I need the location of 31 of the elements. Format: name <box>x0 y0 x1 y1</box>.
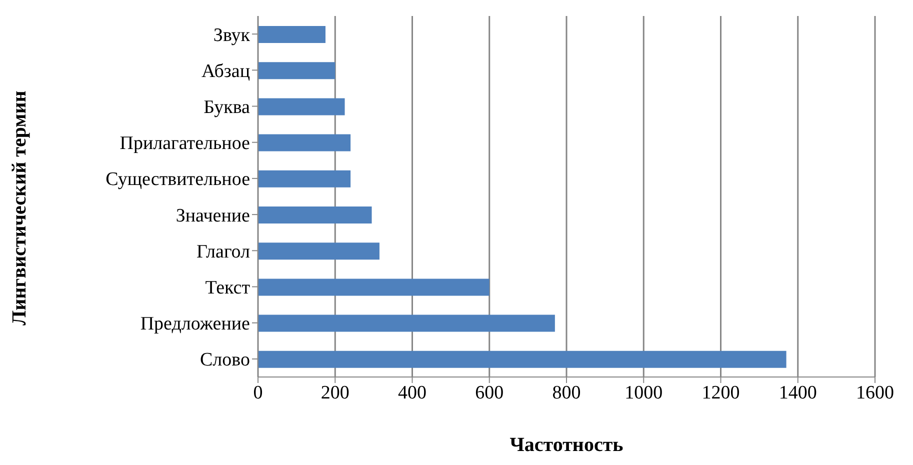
bar <box>258 26 326 43</box>
y-tick-label: Значение <box>176 205 250 226</box>
x-tick-label: 1000 <box>624 382 663 404</box>
x-tick-label: 1400 <box>778 382 817 404</box>
x-tick-label: 200 <box>320 382 350 404</box>
bar <box>258 278 490 296</box>
bar <box>258 170 351 188</box>
bar <box>258 314 555 332</box>
y-tick-label: Существительное <box>106 169 250 190</box>
x-tick-label: 400 <box>398 382 426 404</box>
x-axis-title: Частотность <box>508 434 624 457</box>
bar <box>258 98 345 116</box>
x-tick-label: 1600 <box>856 382 894 404</box>
x-tick-label: 1200 <box>702 382 740 404</box>
x-tick-label: 600 <box>475 382 504 404</box>
y-tick-label: Слово <box>200 350 250 371</box>
bar <box>258 206 372 224</box>
bar <box>258 134 351 152</box>
y-tick-label: Глагол <box>196 241 251 262</box>
y-tick-label: Предложение <box>140 314 250 335</box>
y-tick-label: Абзац <box>201 60 250 82</box>
y-tick-label: Прилагательное <box>120 133 250 154</box>
x-tick-label: 800 <box>552 382 581 404</box>
y-tick-label: Звук <box>213 24 251 46</box>
y-axis-title: Лингвистический термин <box>8 90 32 326</box>
bar <box>258 350 786 368</box>
y-tick-label: Текст <box>205 277 251 298</box>
bar <box>258 62 336 80</box>
x-tick-label: 0 <box>253 382 263 404</box>
y-tick-label: Буква <box>204 96 251 118</box>
bar <box>258 242 380 260</box>
